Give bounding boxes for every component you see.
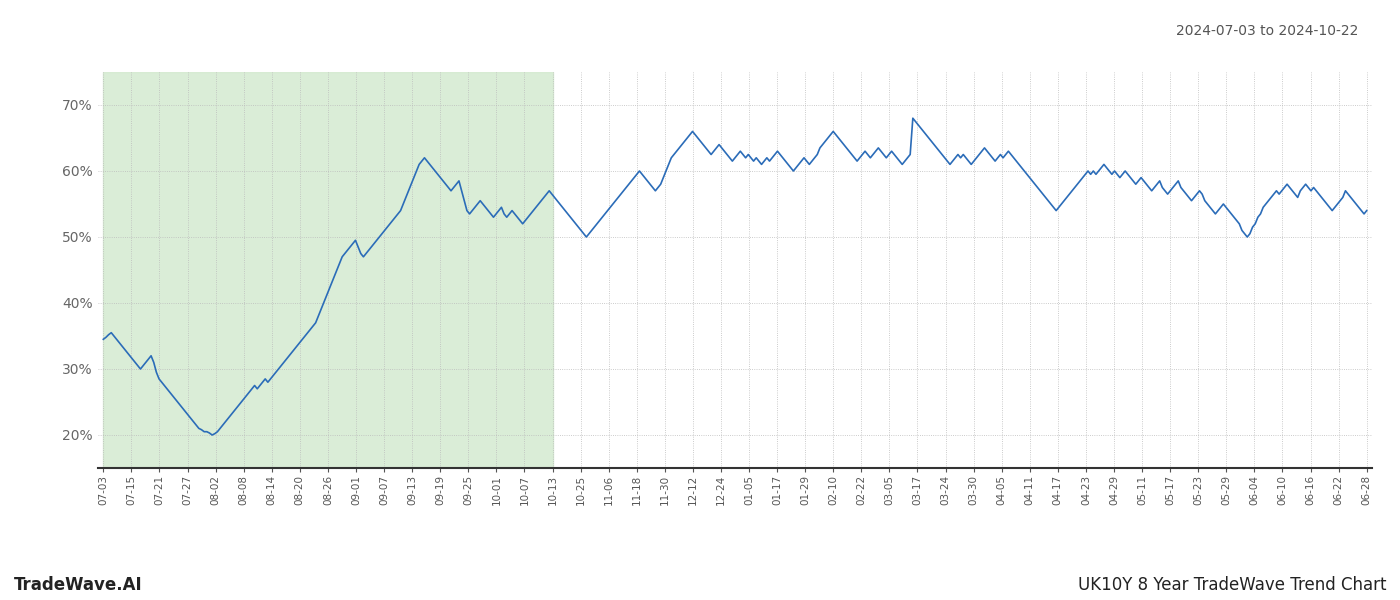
Text: 2024-07-03 to 2024-10-22: 2024-07-03 to 2024-10-22 xyxy=(1176,24,1358,38)
Text: UK10Y 8 Year TradeWave Trend Chart: UK10Y 8 Year TradeWave Trend Chart xyxy=(1078,576,1386,594)
Bar xyxy=(104,72,553,468)
Text: TradeWave.AI: TradeWave.AI xyxy=(14,576,143,594)
